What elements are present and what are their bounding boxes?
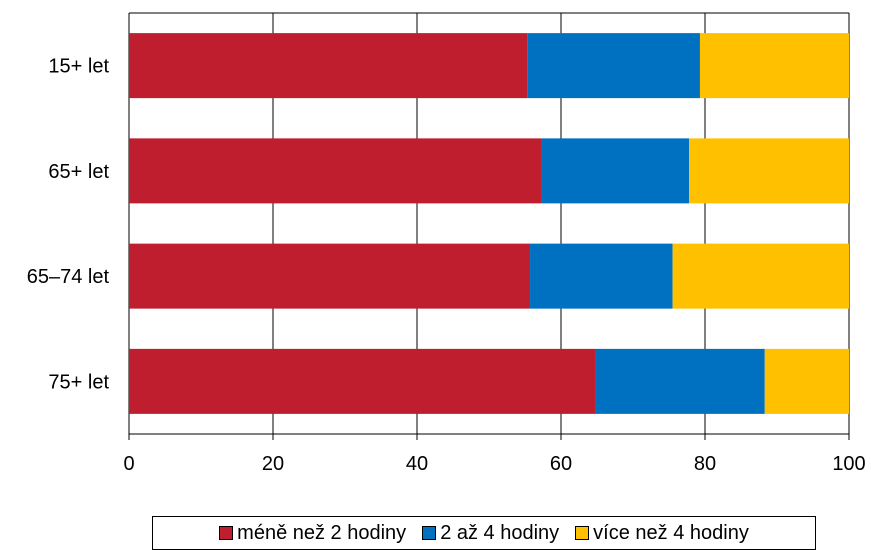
legend-swatch-series-1 (219, 526, 234, 540)
bar-4-series-2 (595, 348, 765, 414)
legend-swatch-series-2 (422, 526, 437, 540)
x-tick-label-4: 80 (694, 453, 716, 475)
bar-1-series-2 (527, 33, 700, 99)
x-tick-label-3: 60 (550, 453, 572, 475)
bar-4-series-1 (129, 348, 596, 414)
x-tick-label-5: 100 (832, 453, 865, 475)
bar-1-series-1 (129, 33, 528, 99)
bar-2-series-3 (689, 138, 849, 204)
legend-swatch-series-3 (575, 526, 590, 540)
legend-item-series-2: 2 až 4 hodiny (422, 522, 559, 545)
bar-3-series-1 (129, 243, 531, 309)
x-tick-label-2: 40 (406, 453, 428, 475)
stacked-bar-chart: 15+ let 65+ let 65–74 let 75+ let 0 20 40 60 80 1… (27, 12, 866, 475)
bar-2-series-1 (129, 138, 542, 204)
legend-label-series-3: více než 4 hodiny (593, 521, 749, 544)
x-tick-label-0: 0 (123, 453, 134, 475)
bar-1-series-3 (699, 33, 849, 99)
category-label-1: 15+ let (48, 56, 109, 78)
category-label-2: 65+ let (48, 161, 109, 183)
bar-3-series-3 (672, 243, 849, 309)
bar-2-series-2 (541, 138, 690, 204)
chart-legend: méně než 2 hodiny 2 až 4 hodiny více než… (152, 516, 816, 550)
bar-4-series-3 (764, 348, 849, 414)
category-label-3: 65–74 let (27, 266, 110, 288)
bar-3-series-2 (530, 243, 673, 309)
legend-item-series-3: více než 4 hodiny (575, 522, 749, 545)
category-label-4: 75+ let (48, 371, 109, 393)
legend-label-series-1: méně než 2 hodiny (237, 521, 407, 544)
legend-label-series-2: 2 až 4 hodiny (440, 521, 560, 544)
x-tick-label-1: 20 (262, 453, 284, 475)
legend-item-series-1: méně než 2 hodiny (219, 522, 406, 545)
